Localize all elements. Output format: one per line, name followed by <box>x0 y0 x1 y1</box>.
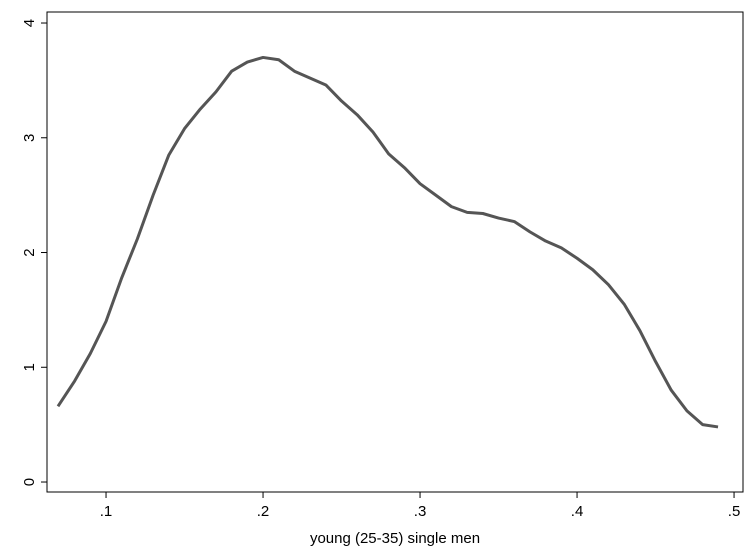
x-tick-label: .5 <box>728 503 741 520</box>
y-tick-label: 0 <box>21 478 38 486</box>
density-line <box>56 55 719 429</box>
x-tick-label: .1 <box>100 503 113 520</box>
y-tick-label: 1 <box>21 363 38 371</box>
x-axis-label: young (25-35) single men <box>310 530 480 547</box>
y-tick-label: 3 <box>21 134 38 142</box>
x-tick-label: .2 <box>257 503 270 520</box>
y-tick-label: 2 <box>21 248 38 256</box>
x-tick-label: .3 <box>414 503 427 520</box>
plot-frame <box>46 11 744 493</box>
x-tick-label: .4 <box>571 503 584 520</box>
y-tick-label: 4 <box>21 19 38 27</box>
